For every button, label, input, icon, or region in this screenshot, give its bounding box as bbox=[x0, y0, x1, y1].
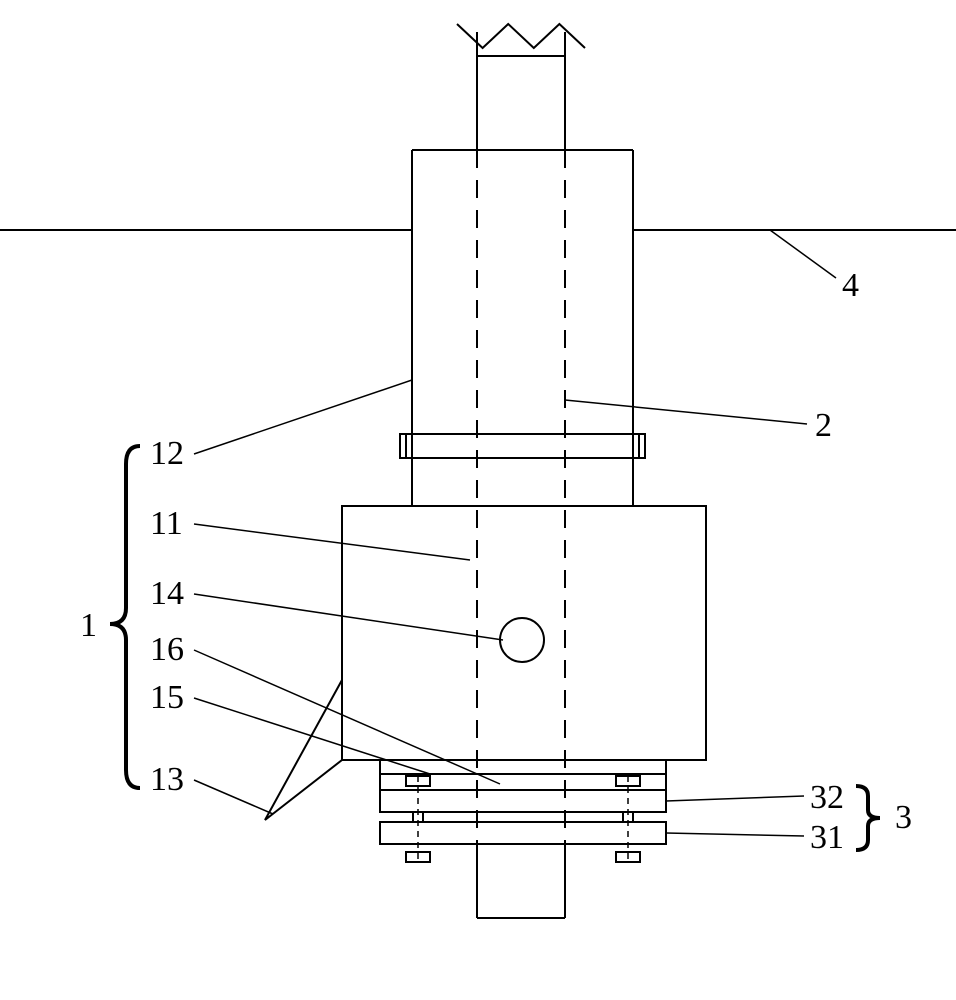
label-1: 1 bbox=[80, 607, 97, 644]
label-13: 13 bbox=[150, 761, 184, 798]
label-4: 4 bbox=[842, 267, 859, 304]
label-3: 3 bbox=[895, 799, 912, 836]
label-32: 32 bbox=[810, 779, 844, 816]
label-16: 16 bbox=[150, 631, 184, 668]
label-14: 14 bbox=[150, 575, 184, 612]
label-15: 15 bbox=[150, 679, 184, 716]
label-31: 31 bbox=[810, 819, 844, 856]
label-11: 11 bbox=[150, 505, 183, 542]
label-2: 2 bbox=[815, 407, 832, 444]
label-12: 12 bbox=[150, 435, 184, 472]
